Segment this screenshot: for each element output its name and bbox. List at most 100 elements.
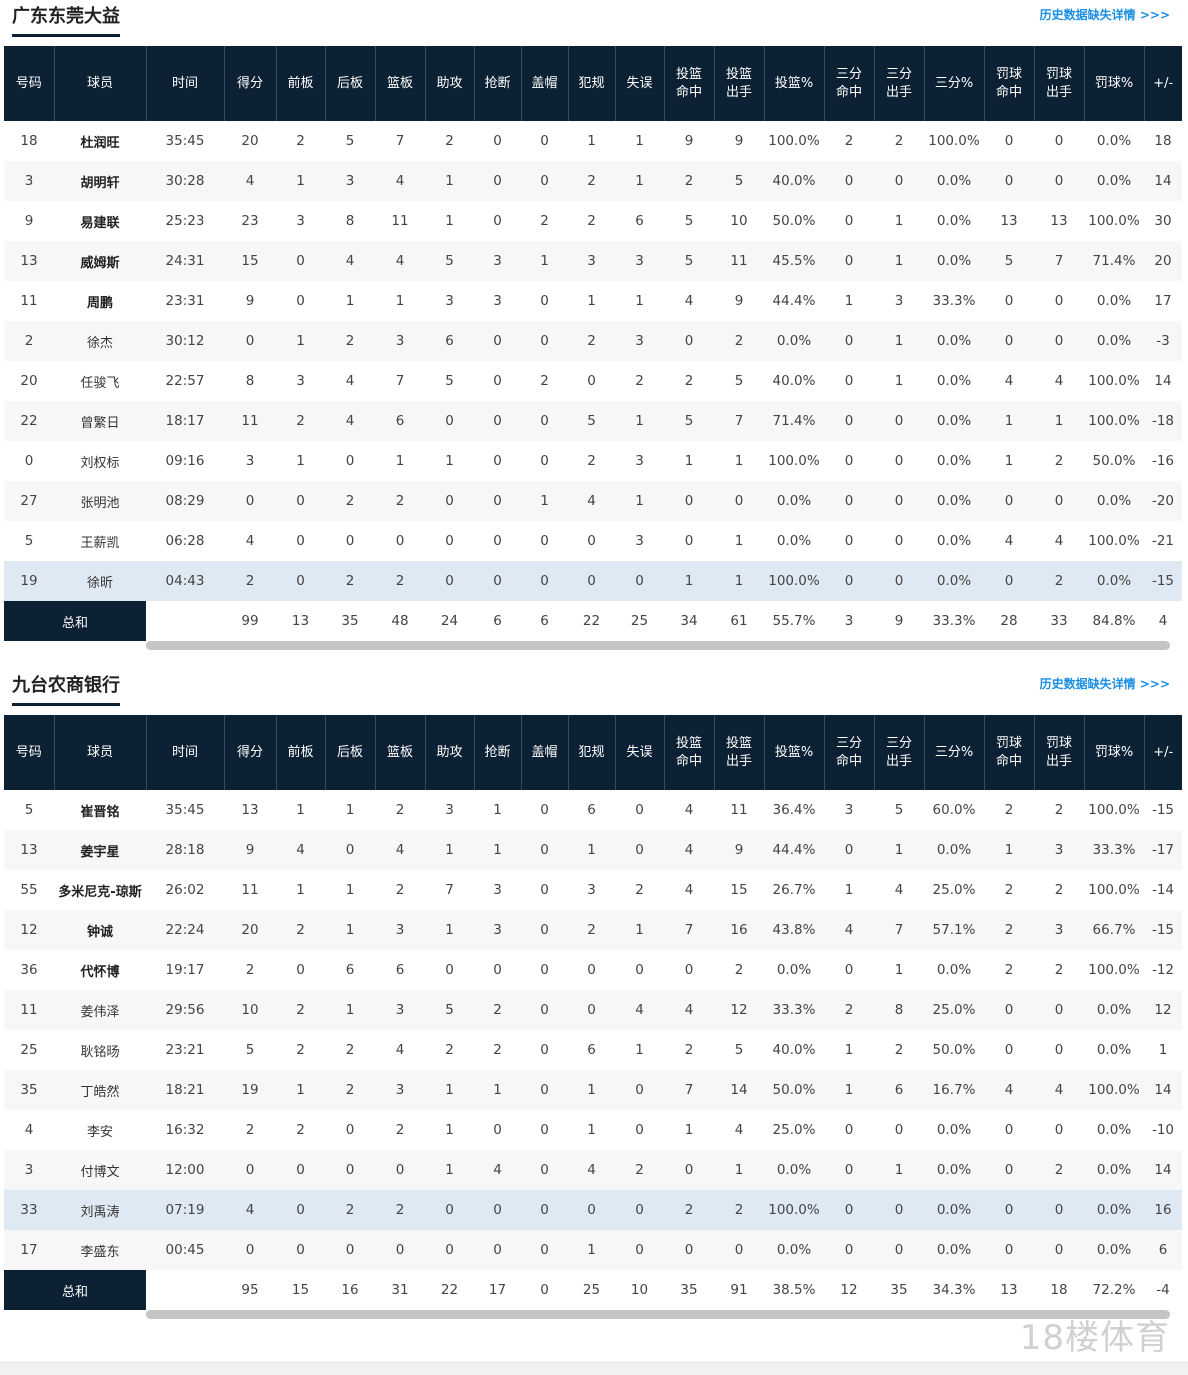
stat-cell: 2 — [375, 1190, 425, 1230]
player-name[interactable]: 多米尼克-琼斯 — [58, 884, 142, 900]
stat-cell: 19 — [224, 1070, 276, 1110]
player-name[interactable]: 李盛东 — [54, 1230, 146, 1270]
column-header: 三分 出手 — [874, 46, 925, 121]
stat-cell: 1 — [425, 161, 474, 201]
player-name[interactable]: 耿铭旸 — [80, 1044, 120, 1060]
stat-cell: 4 — [664, 990, 714, 1030]
history-data-link[interactable]: 历史数据缺失详情 >>> — [1039, 677, 1170, 691]
stat-cell: 2 — [1034, 1150, 1084, 1190]
total-cell: 33 — [1034, 601, 1084, 641]
stat-cell: 0 — [521, 161, 568, 201]
player-name[interactable]: 易建联 — [80, 215, 120, 231]
stat-cell: 0 — [894, 533, 904, 549]
stat-cell: 0 — [540, 133, 549, 149]
stat-cell: 23 — [241, 213, 259, 229]
history-data-link[interactable]: 历史数据缺失详情 >>> — [1039, 8, 1170, 22]
stat-cell: 1 — [587, 133, 596, 149]
stat-cell: 22:57 — [165, 373, 205, 389]
totals-time-cell — [146, 1270, 224, 1310]
player-name[interactable]: 付博文 — [54, 1150, 146, 1190]
player-name[interactable]: 姜伟泽 — [54, 990, 146, 1030]
player-name[interactable]: 任骏飞 — [80, 375, 120, 391]
stat-cell: 3 — [1034, 830, 1084, 870]
player-name[interactable]: 刘禹涛 — [54, 1190, 146, 1230]
stat-cell: 0 — [325, 1230, 375, 1270]
stat-cell: 9 — [245, 293, 255, 309]
stat-cell: 3 — [493, 293, 502, 309]
stat-cell: 2 — [296, 1122, 305, 1138]
stat-cell: 0 — [425, 1230, 474, 1270]
page-footer-bar — [0, 1362, 1188, 1375]
stat-cell: 0 — [521, 401, 568, 441]
stat-cell: -10 — [1151, 1122, 1175, 1138]
player-name[interactable]: 徐杰 — [54, 321, 146, 361]
stat-cell: 100.0% — [1088, 962, 1140, 978]
stat-cell: 0 — [521, 830, 568, 870]
player-name[interactable]: 威姆斯 — [54, 241, 146, 281]
stat-cell: 4 — [1054, 533, 1064, 549]
stat-cell: 1 — [474, 830, 521, 870]
total-cell: 12 — [824, 1270, 874, 1310]
stat-cell: 0 — [325, 1150, 375, 1190]
stat-cell: 30:12 — [146, 321, 224, 361]
stat-cell: 1 — [615, 481, 664, 521]
total-cell: 22 — [568, 601, 615, 641]
stat-cell: 33.3% — [1084, 830, 1144, 870]
player-name[interactable]: 钟诚 — [54, 910, 146, 950]
stat-cell: 2 — [296, 133, 305, 149]
stat-cell: 0 — [615, 561, 664, 601]
player-name[interactable]: 崔晋铭 — [80, 804, 120, 820]
player-name[interactable]: 李安 — [86, 1124, 113, 1140]
stat-cell: 2 — [568, 161, 615, 201]
player-row: 22 曾繁日 18:17 11 2 4 6 0 0 0 5 1 5 7 71.4% 0 0 0.0% 1 1 100.0… — [4, 401, 1182, 441]
stat-cell: 0 — [874, 1190, 924, 1230]
column-header: 投篮% — [764, 46, 825, 121]
player-name[interactable]: 刘权标 — [80, 455, 120, 471]
player-name[interactable]: 代怀博 — [80, 964, 120, 980]
stat-cell: 0 — [615, 1190, 664, 1230]
stat-cell: 2 — [474, 990, 521, 1030]
player-name[interactable]: 丁皓然 — [54, 1070, 146, 1110]
stat-cell: 1 — [684, 1122, 694, 1138]
total-cell: 35 — [874, 1270, 924, 1310]
stat-cell: 0 — [1034, 161, 1084, 201]
stat-cell: -17 — [1144, 830, 1182, 870]
total-cell: 17 — [474, 1270, 521, 1310]
stat-cell: 33.3% — [932, 293, 976, 309]
stat-cell: 25.0% — [932, 882, 976, 898]
stat-cell: 100.0% — [768, 133, 820, 149]
column-header: +/- — [1144, 715, 1182, 790]
stat-cell: 9 — [714, 830, 764, 870]
stat-cell: 3 — [635, 533, 644, 549]
stat-cell: 0 — [345, 533, 355, 549]
stat-cell: 6 — [1144, 1230, 1182, 1270]
stat-cell: 0.0% — [936, 453, 972, 469]
total-cell: 33.3% — [924, 601, 984, 641]
stat-cell: 0.0% — [1084, 1150, 1144, 1190]
total-cell: 91 — [714, 1270, 764, 1310]
horizontal-scrollbar[interactable] — [146, 1310, 1170, 1319]
stat-cell: 0 — [1034, 321, 1084, 361]
stat-cell: 0.0% — [1084, 1230, 1144, 1270]
horizontal-scrollbar[interactable] — [146, 641, 1170, 650]
player-name[interactable]: 周鹏 — [86, 295, 113, 311]
player-name[interactable]: 曾繁日 — [54, 401, 146, 441]
player-name[interactable]: 张明池 — [54, 481, 146, 521]
player-name[interactable]: 杜润旺 — [80, 135, 120, 151]
player-number: 3 — [4, 1150, 54, 1190]
stat-cell: 9 — [734, 133, 744, 149]
column-header: 三分% — [924, 46, 985, 121]
total-cell: 3 — [824, 601, 874, 641]
total-cell: 15 — [276, 1270, 325, 1310]
player-name[interactable]: 王薪凯 — [80, 535, 120, 551]
stat-cell: 0 — [224, 1230, 276, 1270]
player-name[interactable]: 徐昕 — [54, 561, 146, 601]
team-header: 广东东莞大益 历史数据缺失详情 >>> — [0, 0, 1188, 46]
stat-cell: 00:45 — [146, 1230, 224, 1270]
stat-cell: 0 — [325, 830, 375, 870]
stat-cell: 0.0% — [1084, 161, 1144, 201]
player-name[interactable]: 姜宇星 — [54, 830, 146, 870]
player-name[interactable]: 胡明轩 — [54, 161, 146, 201]
stat-cell: 100.0% — [1088, 373, 1140, 389]
stat-cell: 1 — [345, 882, 355, 898]
